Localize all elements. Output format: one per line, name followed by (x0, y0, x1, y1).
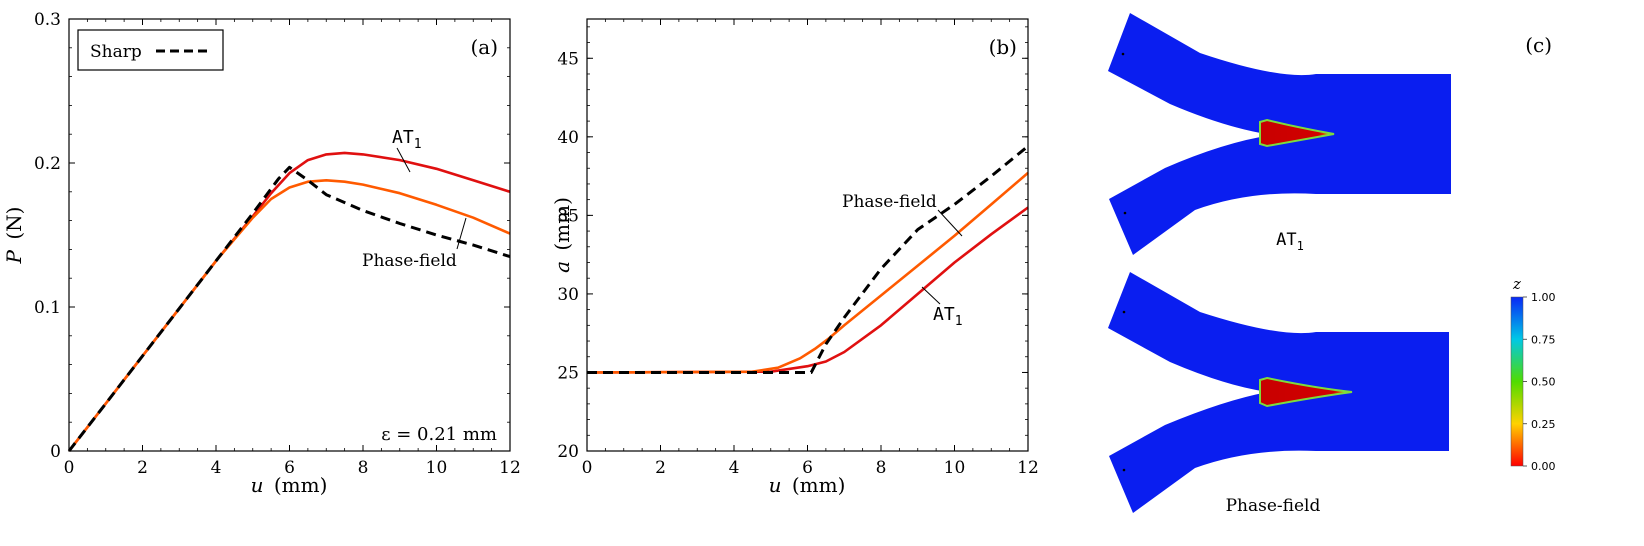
y-tick-label: 25 (557, 363, 579, 383)
colorbar-tick-label: 0.75 (1531, 333, 1556, 346)
panel-a-load-displacement: 0 2 4 6 8 10 12 0 0.1 0.2 0.3 Sharp (a) ε = 0.21 m… (2, 10, 521, 497)
y-tick-label: 0.2 (34, 154, 61, 174)
x-tick-label: 4 (211, 458, 222, 478)
panel-a-series (67, 151, 511, 452)
y-tick-label: 0 (50, 442, 61, 462)
panel-c-label: (c) (1525, 33, 1552, 57)
ylabel-unit: (N) (2, 207, 26, 240)
caption-phasefield: Phase-field (1226, 496, 1321, 516)
colorbar-tick-label: 1.00 (1531, 291, 1556, 304)
y-tick-label: 0.1 (34, 298, 61, 318)
panel-c-damage-fields: (c) AT1 Phase-field z 1.00 0.75 0.50 0.25 0.… (1108, 13, 1556, 516)
panel-a-tick-labels: 0 2 4 6 8 10 12 0 0.1 0.2 0.3 (34, 10, 521, 478)
specimen-phasefield-pin-bottom (1122, 468, 1126, 472)
panel-b-phasefield-label: Phase-field (842, 192, 937, 212)
specimen-at1-pin-top (1121, 52, 1125, 56)
series-line-at1 (586, 206, 1029, 374)
y-tick-label: 45 (557, 49, 579, 69)
legend-label-sharp: Sharp (90, 42, 142, 62)
series-line-phase-field (586, 171, 1029, 374)
x-tick-label: 8 (876, 458, 887, 478)
series-line-sharp (67, 165, 511, 452)
y-tick-label: 0.3 (34, 10, 61, 30)
panel-a-ylabel: P (N) (2, 207, 26, 265)
x-tick-label: 4 (729, 458, 740, 478)
x-tick-label: 12 (499, 458, 521, 478)
caption-at1: AT1 (1276, 230, 1304, 253)
colorbar-gradient (1510, 296, 1524, 467)
colorbar-ticks: 1.00 0.75 0.50 0.25 0.00 (1523, 291, 1556, 473)
panel-b-xlabel: u (mm) (769, 473, 846, 497)
x-tick-label: 6 (284, 458, 295, 478)
series-line-at1 (67, 151, 511, 452)
epsilon-annotation: ε = 0.21 mm (381, 424, 497, 445)
xlabel-unit: (mm) (274, 473, 328, 497)
specimen-at1-pin-bottom (1123, 211, 1127, 215)
panel-b-ticks (586, 19, 1029, 452)
specimen-phasefield (1108, 272, 1449, 513)
panel-b-frame (586, 18, 1029, 452)
x-tick-label: 2 (137, 458, 148, 478)
panel-a-legend: Sharp (77, 29, 224, 71)
specimen-phasefield-pin-top (1122, 310, 1126, 314)
specimen-at1-crack (1259, 118, 1335, 148)
panel-b-series (586, 145, 1029, 374)
panel-b-ylabel: a (mm) (550, 197, 574, 273)
panel-a-at1-label: AT1 (392, 127, 422, 152)
specimen-at1 (1108, 13, 1451, 255)
x-tick-label: 10 (944, 458, 966, 478)
svg-text:a (mm): a (mm) (550, 197, 574, 273)
panel-a-phasefield-pointer (456, 217, 467, 250)
series-line-phase-field (67, 179, 511, 452)
y-tick-label: 40 (557, 128, 579, 148)
y-tick-label: 20 (557, 442, 579, 462)
panel-b-phasefield-pointer (937, 209, 963, 237)
x-tick-label: 8 (358, 458, 369, 478)
panel-a-label: (a) (470, 35, 498, 59)
xlabel-var: u (251, 473, 264, 497)
x-tick-label: 0 (64, 458, 75, 478)
colorbar-tick-label: 0.00 (1531, 460, 1556, 473)
panel-b-label: (b) (989, 35, 1017, 59)
series-line-sharp (587, 145, 1029, 374)
colorbar-title: z (1512, 275, 1521, 293)
x-tick-label: 2 (655, 458, 666, 478)
panel-b-at1-label: AT1 (933, 304, 963, 329)
x-tick-label: 0 (582, 458, 593, 478)
svg-text:P (N): P (N) (2, 207, 26, 265)
panel-a-ticks (68, 18, 511, 452)
y-tick-label: 35 (557, 206, 579, 226)
x-tick-label: 10 (426, 458, 448, 478)
x-tick-label: 6 (802, 458, 813, 478)
panel-b-tick-labels: 0 2 4 6 8 10 12 20 25 30 35 40 45 (557, 49, 1038, 478)
panel-a-xlabel: u (mm) (251, 473, 328, 497)
colorbar: z 1.00 0.75 0.50 0.25 0.00 (1510, 275, 1556, 473)
y-tick-label: 30 (557, 285, 579, 305)
ylabel-var: P (2, 249, 26, 264)
panel-a-frame (68, 18, 511, 452)
panel-b-at1-pointer (921, 286, 941, 305)
colorbar-tick-label: 0.25 (1531, 418, 1556, 431)
panel-a-phasefield-label: Phase-field (362, 251, 457, 271)
colorbar-tick-label: 0.50 (1531, 376, 1556, 389)
panel-a-at1-pointer (396, 147, 411, 173)
specimen-phasefield-crack (1259, 376, 1353, 408)
x-tick-label: 12 (1017, 458, 1039, 478)
